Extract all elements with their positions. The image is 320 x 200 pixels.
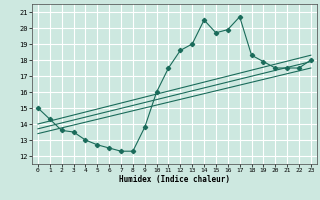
X-axis label: Humidex (Indice chaleur): Humidex (Indice chaleur) xyxy=(119,175,230,184)
